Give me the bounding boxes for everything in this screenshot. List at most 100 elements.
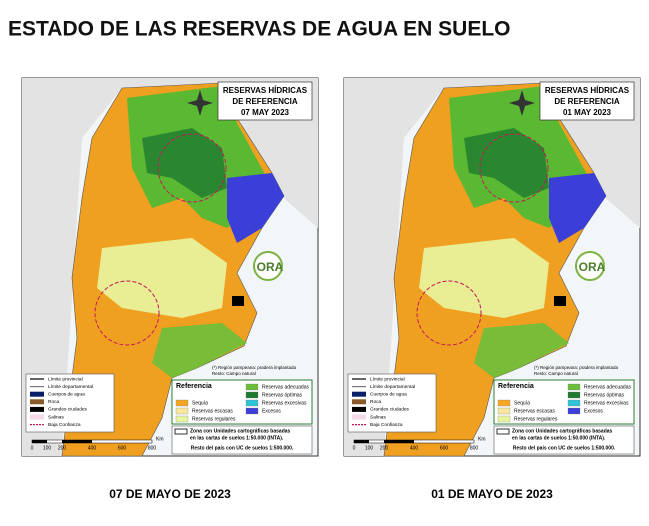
scale-label: 0 <box>31 445 34 451</box>
title-box <box>217 81 313 121</box>
reference-label: Reservas regulares <box>192 416 236 422</box>
compass <box>187 90 213 116</box>
reference-swatch <box>567 383 581 391</box>
scale-label: 800 <box>148 445 157 451</box>
city-buenos-aires <box>554 296 566 306</box>
base-legend-label: Roca <box>48 399 60 405</box>
scale-unit: Km <box>478 436 486 442</box>
adequate-south <box>152 323 247 378</box>
scale-label: 100 <box>365 445 374 451</box>
zone-box <box>493 425 635 455</box>
scale-label: 400 <box>88 445 97 451</box>
reference-swatch <box>567 391 581 399</box>
map-caption: 01 DE MAYO DE 2023 <box>431 487 553 501</box>
low-confidence <box>157 133 227 203</box>
reference-label: Reservas escasas <box>192 408 233 414</box>
reference-box <box>493 379 635 425</box>
rest-text: Resto del país con UC de suelos 1:500.00… <box>513 445 616 451</box>
scale-label: 200 <box>380 445 389 451</box>
reference-swatch <box>175 415 189 423</box>
map-panel: RESERVAS HÍDRICAS DE REFERENCIA 01 MAY 202… <box>343 77 641 457</box>
reference-swatch <box>497 415 511 423</box>
logo: ORA <box>257 260 284 274</box>
map-title: DE REFERENCIA <box>554 97 620 106</box>
base-legend-label: Grandes ciudades <box>370 407 410 413</box>
legend-swatch <box>30 399 44 405</box>
map-title: RESERVAS HÍDRICAS <box>223 86 308 95</box>
reference-swatch <box>245 383 259 391</box>
low-confidence <box>94 280 160 346</box>
logo-mark <box>575 251 605 281</box>
base-legend-label: Baja Confianza <box>48 422 81 428</box>
scale-label: 600 <box>440 445 449 451</box>
reference-swatch <box>175 399 189 407</box>
legend-swatch <box>352 391 366 397</box>
zone-swatch <box>174 428 188 435</box>
note: (*) Región pampeana: pradera implantada <box>534 365 619 370</box>
excess-east <box>549 173 606 243</box>
scale-bar <box>384 440 414 443</box>
low-confidence <box>479 133 549 203</box>
scale-bar <box>32 440 47 443</box>
scale-label: 400 <box>410 445 419 451</box>
reference-swatch <box>497 407 511 415</box>
legend-swatch <box>352 399 366 405</box>
zone-swatch <box>496 428 510 435</box>
reference-swatch <box>567 399 581 407</box>
reference-label: Excesos <box>262 408 281 414</box>
scale-label: 200 <box>58 445 67 451</box>
zone-box <box>171 425 313 455</box>
title-box <box>539 81 635 121</box>
base-legend-label: Roca <box>370 399 382 405</box>
base-legend-label: Cuerpos de agua <box>370 391 407 397</box>
legend-swatch <box>352 414 366 420</box>
reference-box <box>171 379 313 425</box>
dark-green <box>142 128 227 198</box>
legend-swatch <box>30 391 44 397</box>
base-legend-label: Grandes ciudades <box>48 407 88 413</box>
base-legend-label: Cuerpos de agua <box>48 391 85 397</box>
base-legend-label: Límite departamental <box>48 384 93 390</box>
note: Resto: Campo natural <box>534 371 578 376</box>
zone-text: en las cartas de suelos 1:50.000 (INTA). <box>512 435 606 441</box>
reference-label: Reservas excesivas <box>584 400 629 406</box>
base-legend-label: Límite provincial <box>370 376 405 382</box>
map-caption: 07 DE MAYO DE 2023 <box>109 487 231 501</box>
reference-swatch <box>245 407 259 415</box>
scale-label: 100 <box>43 445 52 451</box>
zone-text: en las cartas de suelos 1:50.000 (INTA). <box>190 435 284 441</box>
city-buenos-aires <box>232 296 244 306</box>
scale-label: 800 <box>470 445 479 451</box>
legend-swatch <box>30 414 44 420</box>
scale-label: 0 <box>353 445 356 451</box>
regular-center <box>97 238 227 318</box>
note: (*) Región pampeana: pradera implantada <box>212 365 297 370</box>
reference-swatch <box>497 399 511 407</box>
reference-label: Reservas adecuadas <box>584 384 631 390</box>
dark-green <box>464 128 549 198</box>
scale-bar <box>354 440 369 443</box>
logo-mark <box>253 251 283 281</box>
zone-text: Zona con Unidades cartográficas basadas <box>190 428 291 434</box>
map-title: DE REFERENCIA <box>232 97 298 106</box>
note: Resto: Campo natural <box>212 371 256 376</box>
reference-swatch <box>245 391 259 399</box>
reference-label: Reservas regulares <box>514 416 558 422</box>
adequate-south <box>474 323 569 378</box>
legend-swatch <box>352 406 366 412</box>
reference-label: Reservas escasas <box>514 408 555 414</box>
base-legend-label: Límite departamental <box>370 384 415 390</box>
map-title: RESERVAS HÍDRICAS <box>545 86 630 95</box>
reference-label: Reservas adecuadas <box>262 384 309 390</box>
scale-bar <box>62 440 92 443</box>
regular-center <box>419 238 549 318</box>
map-panel: RESERVAS HÍDRICAS DE REFERENCIA 07 MAY 202… <box>21 77 319 457</box>
map-title: 07 MAY 2023 <box>241 108 290 117</box>
reference-title: Referencia <box>176 383 212 390</box>
reference-label: Excesos <box>584 408 603 414</box>
reference-swatch <box>567 407 581 415</box>
low-confidence <box>416 280 482 346</box>
compass <box>509 90 535 116</box>
reference-label: Reservas excesivas <box>262 400 307 406</box>
